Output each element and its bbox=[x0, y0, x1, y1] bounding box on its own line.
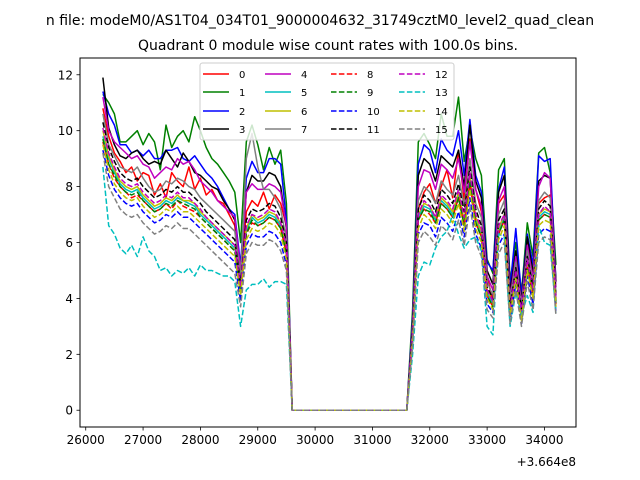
series-line-15 bbox=[102, 152, 557, 411]
x-tick-label: 28000 bbox=[181, 433, 219, 447]
x-tick-label: 26000 bbox=[67, 433, 105, 447]
legend-label-11: 11 bbox=[367, 125, 380, 136]
y-tick-label: 2 bbox=[65, 348, 73, 362]
legend-label-15: 15 bbox=[435, 125, 448, 136]
series-line-12 bbox=[102, 127, 557, 411]
legend-label-8: 8 bbox=[367, 70, 373, 81]
legend-label-12: 12 bbox=[435, 70, 448, 81]
legend-label-6: 6 bbox=[301, 107, 307, 118]
series-line-13 bbox=[102, 166, 557, 411]
chart-title: Quadrant 0 module wise count rates with … bbox=[138, 38, 518, 54]
y-tick-label: 12 bbox=[58, 68, 73, 82]
legend-label-1: 1 bbox=[239, 88, 245, 99]
y-tick-label: 8 bbox=[65, 180, 73, 194]
x-tick-label: 30000 bbox=[296, 433, 334, 447]
x-tick-label: 29000 bbox=[239, 433, 277, 447]
y-axis-ticks: 0 2 4 6 8 10 12 bbox=[58, 68, 80, 418]
y-tick-label: 0 bbox=[65, 404, 73, 418]
figure-suptitle: n file: modeM0/AS1T04_034T01_9000004632_… bbox=[46, 13, 594, 29]
legend-label-10: 10 bbox=[367, 107, 380, 118]
x-axis-ticks: 26000 27000 28000 29000 30000 31000 32000 33000… bbox=[67, 427, 564, 447]
series-line-4 bbox=[102, 96, 557, 411]
x-tick-label: 32000 bbox=[411, 433, 449, 447]
legend-label-0: 0 bbox=[239, 70, 245, 81]
legend-label-7: 7 bbox=[301, 125, 307, 136]
y-tick-label: 10 bbox=[58, 124, 73, 138]
legend-label-2: 2 bbox=[239, 107, 245, 118]
x-tick-label: 34000 bbox=[525, 433, 563, 447]
x-tick-label: 31000 bbox=[353, 433, 391, 447]
legend-label-9: 9 bbox=[367, 88, 373, 99]
x-axis-offset-label: +3.664e8 bbox=[517, 455, 576, 469]
legend-label-3: 3 bbox=[239, 125, 245, 136]
legend-label-14: 14 bbox=[435, 107, 448, 118]
series-line-9 bbox=[102, 138, 557, 411]
legend-label-4: 4 bbox=[301, 70, 307, 81]
x-tick-label: 27000 bbox=[124, 433, 162, 447]
x-tick-label: 33000 bbox=[468, 433, 506, 447]
legend-label-13: 13 bbox=[435, 88, 448, 99]
legend-box bbox=[199, 62, 455, 141]
y-tick-label: 4 bbox=[65, 292, 73, 306]
series-line-14 bbox=[102, 144, 557, 411]
legend-label-5: 5 bbox=[301, 88, 307, 99]
series-layer bbox=[102, 77, 557, 411]
y-tick-label: 6 bbox=[65, 236, 73, 250]
